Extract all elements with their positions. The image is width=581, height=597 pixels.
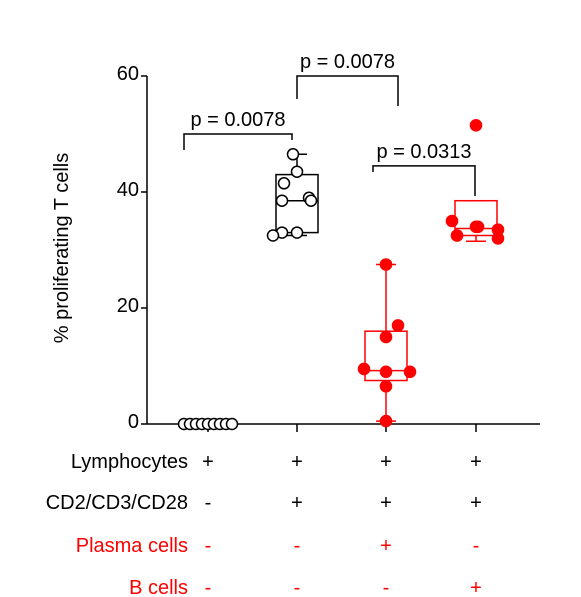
- significance-bracket: [183, 133, 293, 150]
- condition-row-label: CD2/CD3/CD28: [46, 492, 188, 514]
- data-point: [357, 362, 371, 376]
- condition-mark: +: [470, 451, 482, 473]
- condition-mark: -: [473, 535, 480, 557]
- p-value-label: p = 0.0078: [190, 109, 285, 131]
- condition-mark: -: [205, 492, 212, 514]
- axes: 0 20 40 60: [117, 63, 540, 433]
- data-point: [225, 417, 239, 431]
- condition-mark: +: [291, 451, 303, 473]
- data-point: [469, 119, 483, 132]
- condition-table: Lymphocytes + + + +CD2/CD3/CD28- + + +Plasma ce…: [46, 451, 482, 597]
- condition-row-label: Plasma cells: [76, 535, 188, 557]
- condition-mark: +: [291, 492, 303, 514]
- p-value-label: p = 0.0313: [376, 141, 471, 163]
- condition-mark: +: [202, 451, 214, 473]
- data-point: [403, 365, 417, 379]
- significance-brackets: p = 0.0078 p = 0.0078 p = 0.0313: [183, 51, 476, 196]
- data-point: [290, 165, 304, 178]
- p-value-label: p = 0.0078: [300, 51, 395, 73]
- data-point: [445, 214, 459, 228]
- y-tick-label: 40: [117, 179, 139, 201]
- data-point: [277, 177, 291, 190]
- condition-mark: -: [205, 535, 212, 557]
- data-point: [290, 226, 304, 239]
- data-point: [379, 414, 393, 428]
- y-tick-label: 0: [128, 411, 139, 433]
- data-point: [304, 194, 318, 207]
- data-point: [379, 365, 393, 379]
- data-point: [491, 232, 505, 245]
- y-tick-label: 60: [117, 63, 139, 85]
- data-point: [379, 380, 393, 393]
- condition-row-label: B cells: [129, 577, 188, 597]
- data-point: [379, 258, 393, 271]
- condition-mark: -: [205, 577, 212, 597]
- data-point: [379, 330, 393, 344]
- condition-mark: -: [294, 577, 301, 597]
- data-point: [275, 194, 289, 207]
- condition-mark: +: [470, 577, 482, 597]
- condition-mark: +: [380, 492, 392, 514]
- condition-mark: +: [380, 535, 392, 557]
- data-point: [450, 229, 464, 242]
- significance-bracket: [372, 165, 476, 196]
- data-points: [177, 119, 505, 431]
- data-point: [471, 220, 485, 234]
- y-axis-label: % proliferating T cells: [51, 153, 73, 343]
- condition-mark: -: [294, 535, 301, 557]
- data-point: [266, 229, 280, 242]
- condition-mark: +: [470, 492, 482, 514]
- data-point: [286, 148, 300, 161]
- significance-bracket: [296, 75, 399, 106]
- condition-row-label: Lymphocytes: [71, 451, 188, 473]
- condition-mark: -: [383, 577, 390, 597]
- data-point: [391, 319, 405, 332]
- condition-mark: +: [380, 451, 392, 473]
- y-tick-label: 20: [117, 295, 139, 317]
